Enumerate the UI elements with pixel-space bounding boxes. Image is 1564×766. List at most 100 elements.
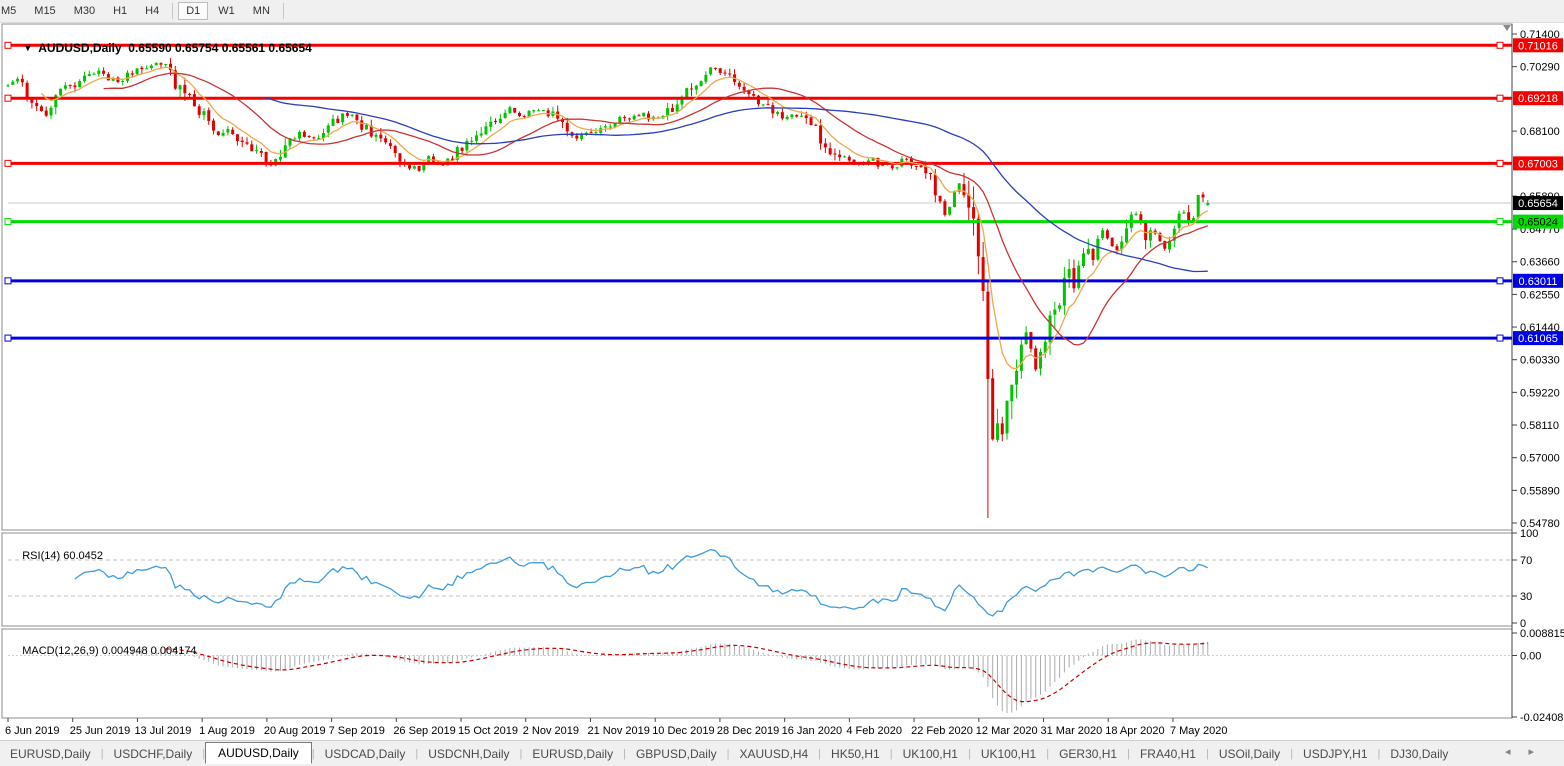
toolbar-separator (172, 3, 174, 19)
timeframe-button-mn[interactable]: MN (252, 5, 270, 17)
tab-fra40-h1-12[interactable]: FRA40,H1 (1139, 746, 1196, 761)
svg-text:0.65024: 0.65024 (1518, 217, 1558, 229)
tabs-scroll-left-icon[interactable]: ◂ (1504, 746, 1529, 758)
svg-text:25 Jun 2019: 25 Jun 2019 (70, 725, 131, 737)
svg-text:12 Mar 2020: 12 Mar 2020 (976, 725, 1038, 737)
line-handle[interactable] (4, 159, 12, 167)
tab-uk100-h1-9[interactable]: UK100,H1 (902, 746, 958, 761)
svg-text:26 Sep 2019: 26 Sep 2019 (393, 725, 455, 737)
price-badge-0.71016 (1513, 38, 1563, 53)
tab-separator: | (726, 747, 730, 760)
svg-text:0.63011: 0.63011 (1519, 276, 1558, 288)
date-axis[interactable]: 6 Jun 2019 25 Jun 2019 13 Jul 2019 1 Aug 20… (5, 718, 1227, 737)
svg-text:0.61065: 0.61065 (1518, 333, 1558, 345)
macd-signal-line (165, 642, 1208, 703)
timeframe-button-m15[interactable]: M15 (34, 5, 56, 17)
timeframe-button-m30[interactable]: M30 (73, 5, 96, 17)
svg-text:0.008815: 0.008815 (1520, 628, 1564, 640)
line-handle[interactable] (4, 334, 12, 342)
tab-usdcnh-daily-4[interactable]: USDCNH,Daily (428, 746, 510, 761)
svg-text:0.68100: 0.68100 (1520, 126, 1560, 138)
tab-separator: | (1127, 747, 1130, 760)
ma-slow-line (265, 97, 1208, 273)
tab-eurusd-daily-5[interactable]: EURUSD,Daily (532, 746, 614, 761)
line-handle[interactable] (4, 41, 12, 49)
tab-separator: | (1377, 747, 1381, 760)
macd-indicator-label: MACD(12,26,9) 0.004948 0.004174 (10, 633, 196, 669)
macd-name: MACD(12,26,9) (22, 645, 99, 657)
line-handle[interactable] (1496, 159, 1504, 167)
svg-text:-0.024082: -0.024082 (1520, 712, 1564, 724)
tab-separator: | (1205, 747, 1209, 760)
svg-text:0.65654: 0.65654 (1518, 198, 1558, 210)
rsi-layer: 100 70 30 0 (8, 528, 1538, 630)
tab-hk50-h1-8[interactable]: HK50,H1 (831, 746, 880, 761)
tab-separator: | (1290, 747, 1294, 760)
tab-audusd-daily-2[interactable]: AUDUSD,Daily (205, 741, 312, 764)
timeframe-button-h4[interactable]: H4 (145, 5, 160, 17)
tab-gbpusd-daily-6[interactable]: GBPUSD,Daily (635, 746, 717, 761)
svg-text:7 Sep 2019: 7 Sep 2019 (329, 725, 385, 737)
svg-text:28 Dec 2019: 28 Dec 2019 (717, 725, 779, 737)
price-badge-0.63011 (1513, 273, 1563, 288)
line-handle[interactable] (1496, 94, 1504, 102)
svg-text:1 Aug 2019: 1 Aug 2019 (199, 725, 255, 737)
price-badge-0.69218 (1513, 91, 1563, 106)
symbol-tabbar: EURUSD,Daily | USDCHF,Daily | AUDUSD,Daily | U… (0, 740, 1564, 766)
tab-separator: | (519, 747, 523, 760)
tab-xauusd-h4-7[interactable]: XAUUSD,H4 (739, 746, 809, 761)
tab-separator: | (818, 747, 822, 760)
svg-text:100: 100 (1520, 528, 1538, 540)
tab-usoil-daily-13[interactable]: USOil,Daily (1218, 746, 1281, 761)
tab-eurusd-daily-0[interactable]: EURUSD,Daily (10, 746, 91, 761)
tab-separator: | (967, 747, 971, 760)
tab-usdchf-daily-1[interactable]: USDCHF,Daily (113, 746, 193, 761)
svg-text:13 Jul 2019: 13 Jul 2019 (134, 725, 191, 737)
price-axis[interactable]: 0.714000.702900.681000.658900.647700.636… (1512, 29, 1560, 530)
svg-text:15 Oct 2019: 15 Oct 2019 (458, 725, 518, 737)
timeframe-button-w1[interactable]: W1 (218, 5, 235, 17)
svg-text:0.67003: 0.67003 (1518, 158, 1558, 170)
tab-uk100-h1-10[interactable]: UK100,H1 (980, 746, 1037, 761)
chart-symbol-label: AUDUSD,Daily (38, 41, 122, 55)
svg-text:20 Aug 2019: 20 Aug 2019 (264, 725, 326, 737)
chart-title: ▼ AUDUSD,Daily 0.65590 0.65754 0.65561 0.… (10, 27, 311, 69)
timeframe-button-m5[interactable]: M5 (1, 5, 17, 17)
timeframe-button-d1[interactable]: D1 (178, 2, 209, 20)
timeframe-toolbar: M5 M15 M30 H1 H4 D1 W1 MN (0, 0, 1564, 23)
tab-separator: | (415, 747, 419, 760)
tab-separator: | (623, 747, 626, 760)
price-badge-0.67003 (1513, 156, 1563, 171)
svg-text:22 Feb 2020: 22 Feb 2020 (911, 725, 973, 737)
svg-text:70: 70 (1520, 555, 1532, 567)
line-handle[interactable] (4, 218, 12, 226)
line-handle[interactable] (4, 94, 12, 102)
tab-dj30-daily-15[interactable]: DJ30,Daily (1390, 746, 1449, 761)
tabs-scroll-right-icon[interactable]: ▸ (1528, 746, 1552, 758)
chart-canvas[interactable]: 0.714000.702900.681000.658900.647700.636… (0, 22, 1564, 742)
tab-usdcad-daily-3[interactable]: USDCAD,Daily (324, 746, 406, 761)
tab-ger30-h1-11[interactable]: GER30,H1 (1059, 746, 1118, 761)
macd-main-value: 0.004948 (101, 645, 148, 657)
tab-separator: | (311, 747, 315, 760)
chart-collapse-icon[interactable]: ▼ (23, 43, 33, 53)
svg-text:0.70290: 0.70290 (1520, 62, 1560, 74)
line-handle[interactable] (4, 277, 12, 285)
line-handle[interactable] (1496, 277, 1504, 285)
svg-text:6 Jun 2019: 6 Jun 2019 (5, 725, 59, 737)
svg-text:0.62550: 0.62550 (1520, 289, 1560, 301)
svg-text:21 Nov 2019: 21 Nov 2019 (587, 725, 649, 737)
line-handle[interactable] (1496, 41, 1504, 49)
rsi-name: RSI(14) (22, 550, 61, 562)
rsi-value: 60.0452 (63, 550, 103, 562)
horizontal-lines-layer (4, 41, 1512, 342)
tab-separator: | (1046, 747, 1050, 760)
price-badge-0.65024 (1513, 214, 1563, 229)
timeframe-button-h1[interactable]: H1 (113, 5, 128, 17)
line-handle[interactable] (1496, 218, 1504, 226)
tab-usdjpy-h1-14[interactable]: USDJPY,H1 (1303, 746, 1368, 761)
svg-text:0.61440: 0.61440 (1520, 322, 1560, 334)
price-badge-0.61065 (1513, 331, 1563, 346)
line-handle[interactable] (1496, 334, 1504, 342)
